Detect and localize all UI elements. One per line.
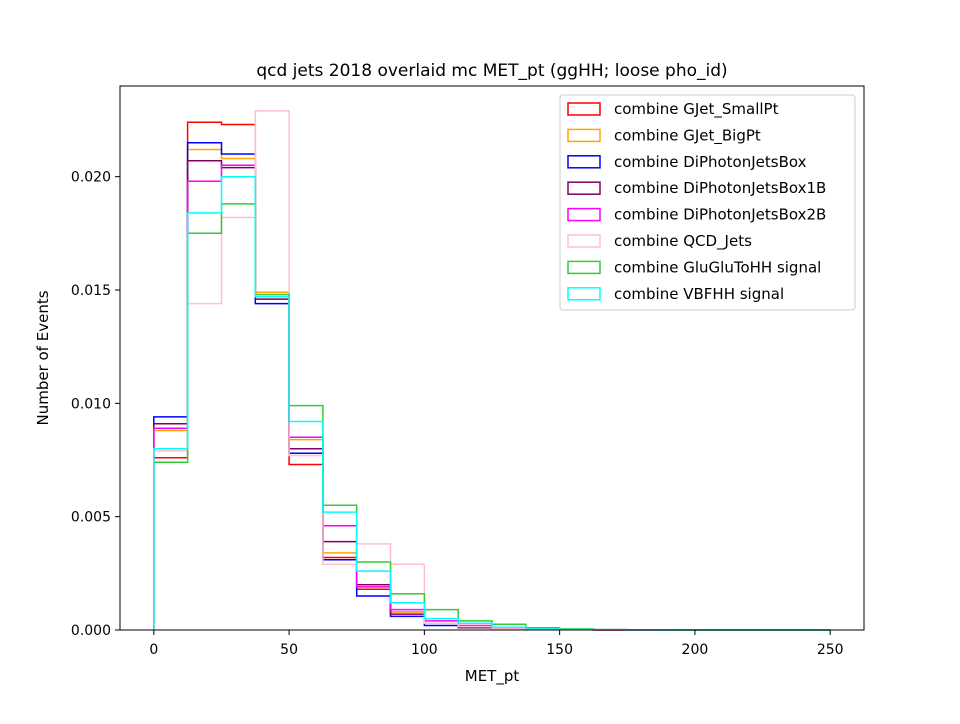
legend-label: combine GluGluToHH signal	[614, 258, 821, 276]
legend-swatch	[567, 207, 601, 222]
legend-label: combine GJet_BigPt	[614, 126, 761, 145]
x-axis: 0 50 100 150 200 250	[149, 630, 844, 658]
legend-swatch	[567, 102, 601, 116]
legend-label: combine DiPhotonJetsBox2B	[614, 206, 826, 224]
legend-swatch	[567, 287, 601, 301]
legend-label: combine VBFHH signal	[614, 285, 784, 303]
x-tick-label: 0	[149, 642, 158, 658]
x-tick-label: 200	[682, 642, 709, 658]
y-axis-label: Number of Events	[34, 290, 52, 425]
y-tick-label: 0.020	[71, 170, 111, 186]
legend-label: combine DiPhotonJetsBox	[614, 153, 807, 171]
legend-swatch	[567, 181, 601, 195]
plot-frame	[119, 85, 865, 631]
x-tick-label: 100	[411, 642, 438, 658]
y-tick-label: 0.000	[71, 623, 111, 639]
legend-label: combine GJet_SmallPt	[614, 100, 779, 119]
legend-swatch	[567, 234, 601, 248]
y-tick-label: 0.010	[71, 396, 111, 412]
x-tick-label: 50	[280, 642, 298, 658]
legend-swatch	[567, 260, 601, 275]
y-tick-label: 0.005	[71, 510, 111, 526]
legend-swatch	[567, 155, 601, 169]
chart-title: qcd jets 2018 overlaid mc MET_pt (ggHH; …	[256, 61, 727, 81]
x-tick-label: 150	[546, 642, 573, 658]
y-axis: 0.000 0.005 0.010 0.015 0.020	[71, 170, 120, 639]
legend-box	[559, 94, 856, 311]
legend-swatch	[567, 128, 601, 143]
legend-label: combine DiPhotonJetsBox1B	[614, 179, 826, 197]
legend-label: combine QCD_Jets	[614, 232, 752, 251]
y-tick-label: 0.015	[71, 283, 111, 299]
x-axis-label: MET_pt	[465, 667, 520, 686]
x-tick-label: 250	[817, 642, 844, 658]
